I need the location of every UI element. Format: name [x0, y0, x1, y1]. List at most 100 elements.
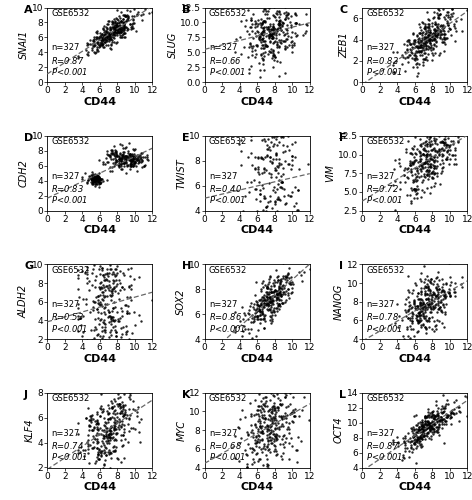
- Text: GSE6532: GSE6532: [366, 8, 405, 18]
- Point: [285, 10, 292, 18]
- Point: [132, 158, 139, 166]
- Point: [407, 304, 415, 312]
- Point: [284, 160, 291, 168]
- Point: [411, 279, 419, 287]
- Point: [423, 56, 430, 64]
- Point: [450, 285, 457, 293]
- Point: [275, 42, 283, 50]
- Point: [416, 314, 423, 322]
- Point: [117, 160, 125, 168]
- Point: [447, 408, 455, 416]
- Point: [107, 326, 115, 334]
- Point: [257, 28, 264, 36]
- Point: [135, 418, 143, 426]
- Point: [117, 28, 125, 36]
- Point: [278, 414, 286, 422]
- Point: [240, 309, 248, 317]
- Point: [292, 20, 299, 28]
- Point: [273, 273, 281, 281]
- Point: [92, 284, 99, 292]
- Point: [247, 428, 255, 436]
- Point: [426, 28, 434, 36]
- Point: [444, 141, 452, 149]
- Point: [258, 291, 266, 299]
- Point: [426, 35, 434, 43]
- Point: [74, 300, 82, 308]
- Point: [407, 424, 415, 432]
- Text: C: C: [339, 4, 347, 15]
- Point: [451, 146, 458, 154]
- Point: [256, 190, 263, 198]
- Point: [107, 287, 115, 295]
- Point: [450, 405, 457, 413]
- Point: [441, 290, 448, 298]
- Point: [102, 36, 110, 44]
- Point: [430, 164, 438, 172]
- Point: [285, 439, 293, 447]
- Point: [94, 420, 102, 428]
- Point: [257, 66, 264, 74]
- Point: [113, 24, 121, 32]
- Point: [278, 412, 285, 420]
- Point: [256, 307, 263, 315]
- Point: [413, 60, 420, 68]
- Point: [294, 446, 301, 454]
- Point: [134, 8, 142, 16]
- Point: [245, 70, 253, 78]
- Point: [288, 38, 296, 46]
- Point: [92, 170, 99, 178]
- Point: [258, 427, 266, 435]
- Point: [419, 433, 426, 441]
- Point: [412, 42, 420, 50]
- Point: [267, 192, 274, 200]
- Point: [120, 411, 127, 419]
- Point: [252, 32, 260, 40]
- Point: [430, 276, 438, 284]
- Point: [416, 47, 424, 55]
- Point: [422, 52, 430, 60]
- Point: [427, 287, 434, 295]
- Point: [96, 177, 103, 185]
- Point: [261, 10, 269, 18]
- Point: [417, 192, 425, 200]
- Point: [103, 444, 110, 452]
- Text: I: I: [339, 262, 343, 272]
- Point: [440, 420, 447, 428]
- Point: [89, 174, 96, 182]
- Point: [98, 288, 105, 296]
- Point: [438, 424, 446, 432]
- Point: [261, 296, 269, 304]
- Point: [103, 34, 111, 42]
- Point: [270, 282, 278, 290]
- Point: [286, 279, 293, 287]
- Point: [126, 160, 134, 168]
- Point: [84, 436, 92, 444]
- Point: [268, 434, 276, 442]
- Point: [429, 48, 436, 56]
- Point: [419, 20, 427, 28]
- Point: [418, 422, 425, 430]
- Point: [114, 152, 121, 160]
- Point: [106, 424, 114, 432]
- Point: [450, 409, 457, 417]
- Point: [430, 160, 437, 168]
- Point: [267, 26, 275, 34]
- Point: [267, 48, 275, 56]
- Point: [95, 174, 103, 182]
- Point: [266, 20, 273, 28]
- Point: [269, 298, 276, 306]
- Point: [427, 152, 434, 160]
- X-axis label: CD44: CD44: [83, 482, 116, 492]
- Point: [425, 412, 432, 420]
- Point: [113, 223, 120, 231]
- Point: [439, 138, 447, 145]
- Point: [437, 10, 444, 18]
- Point: [110, 28, 118, 36]
- Point: [404, 326, 411, 334]
- Point: [279, 298, 287, 306]
- Point: [126, 20, 134, 28]
- Point: [263, 210, 270, 218]
- Point: [246, 38, 254, 46]
- Point: [90, 42, 98, 50]
- Point: [432, 292, 440, 300]
